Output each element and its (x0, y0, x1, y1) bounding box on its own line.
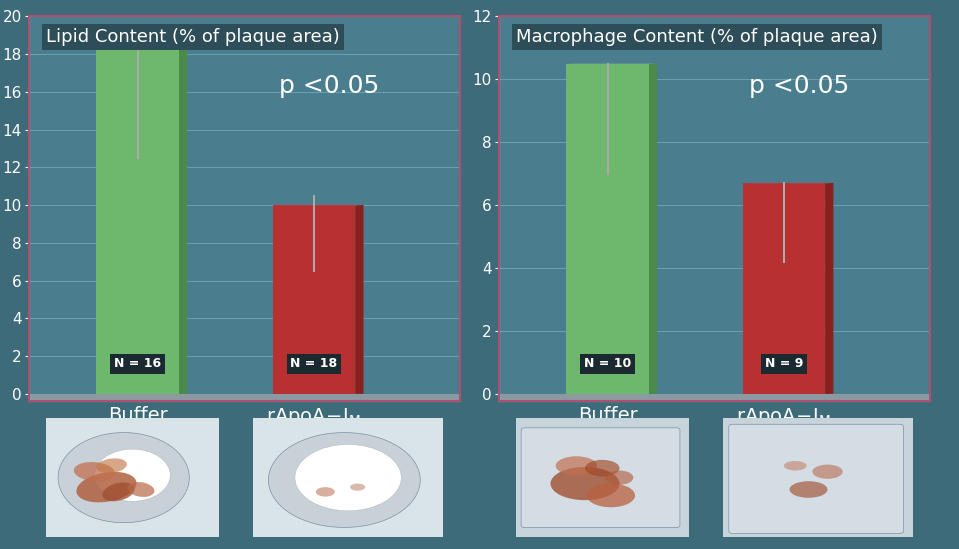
Bar (29, 394, 460, 401)
Text: p <0.05: p <0.05 (749, 74, 850, 98)
Text: p <0.05: p <0.05 (279, 74, 380, 98)
Bar (499, 394, 930, 401)
Text: Lipid Content (% of plaque area): Lipid Content (% of plaque area) (46, 28, 339, 46)
Bar (272, 205, 355, 394)
Bar (29, 16, 460, 401)
Text: N = 16: N = 16 (114, 357, 161, 370)
Bar (742, 183, 825, 394)
Polygon shape (355, 205, 363, 394)
Polygon shape (649, 64, 657, 394)
Polygon shape (825, 183, 833, 394)
Bar (499, 16, 930, 401)
Text: N = 10: N = 10 (584, 357, 631, 370)
Text: Macrophage Content (% of plaque area): Macrophage Content (% of plaque area) (516, 28, 877, 46)
Bar (566, 64, 649, 394)
Text: N = 9: N = 9 (764, 357, 803, 370)
Bar (96, 35, 179, 394)
Polygon shape (179, 35, 187, 394)
Text: N = 18: N = 18 (291, 357, 338, 370)
